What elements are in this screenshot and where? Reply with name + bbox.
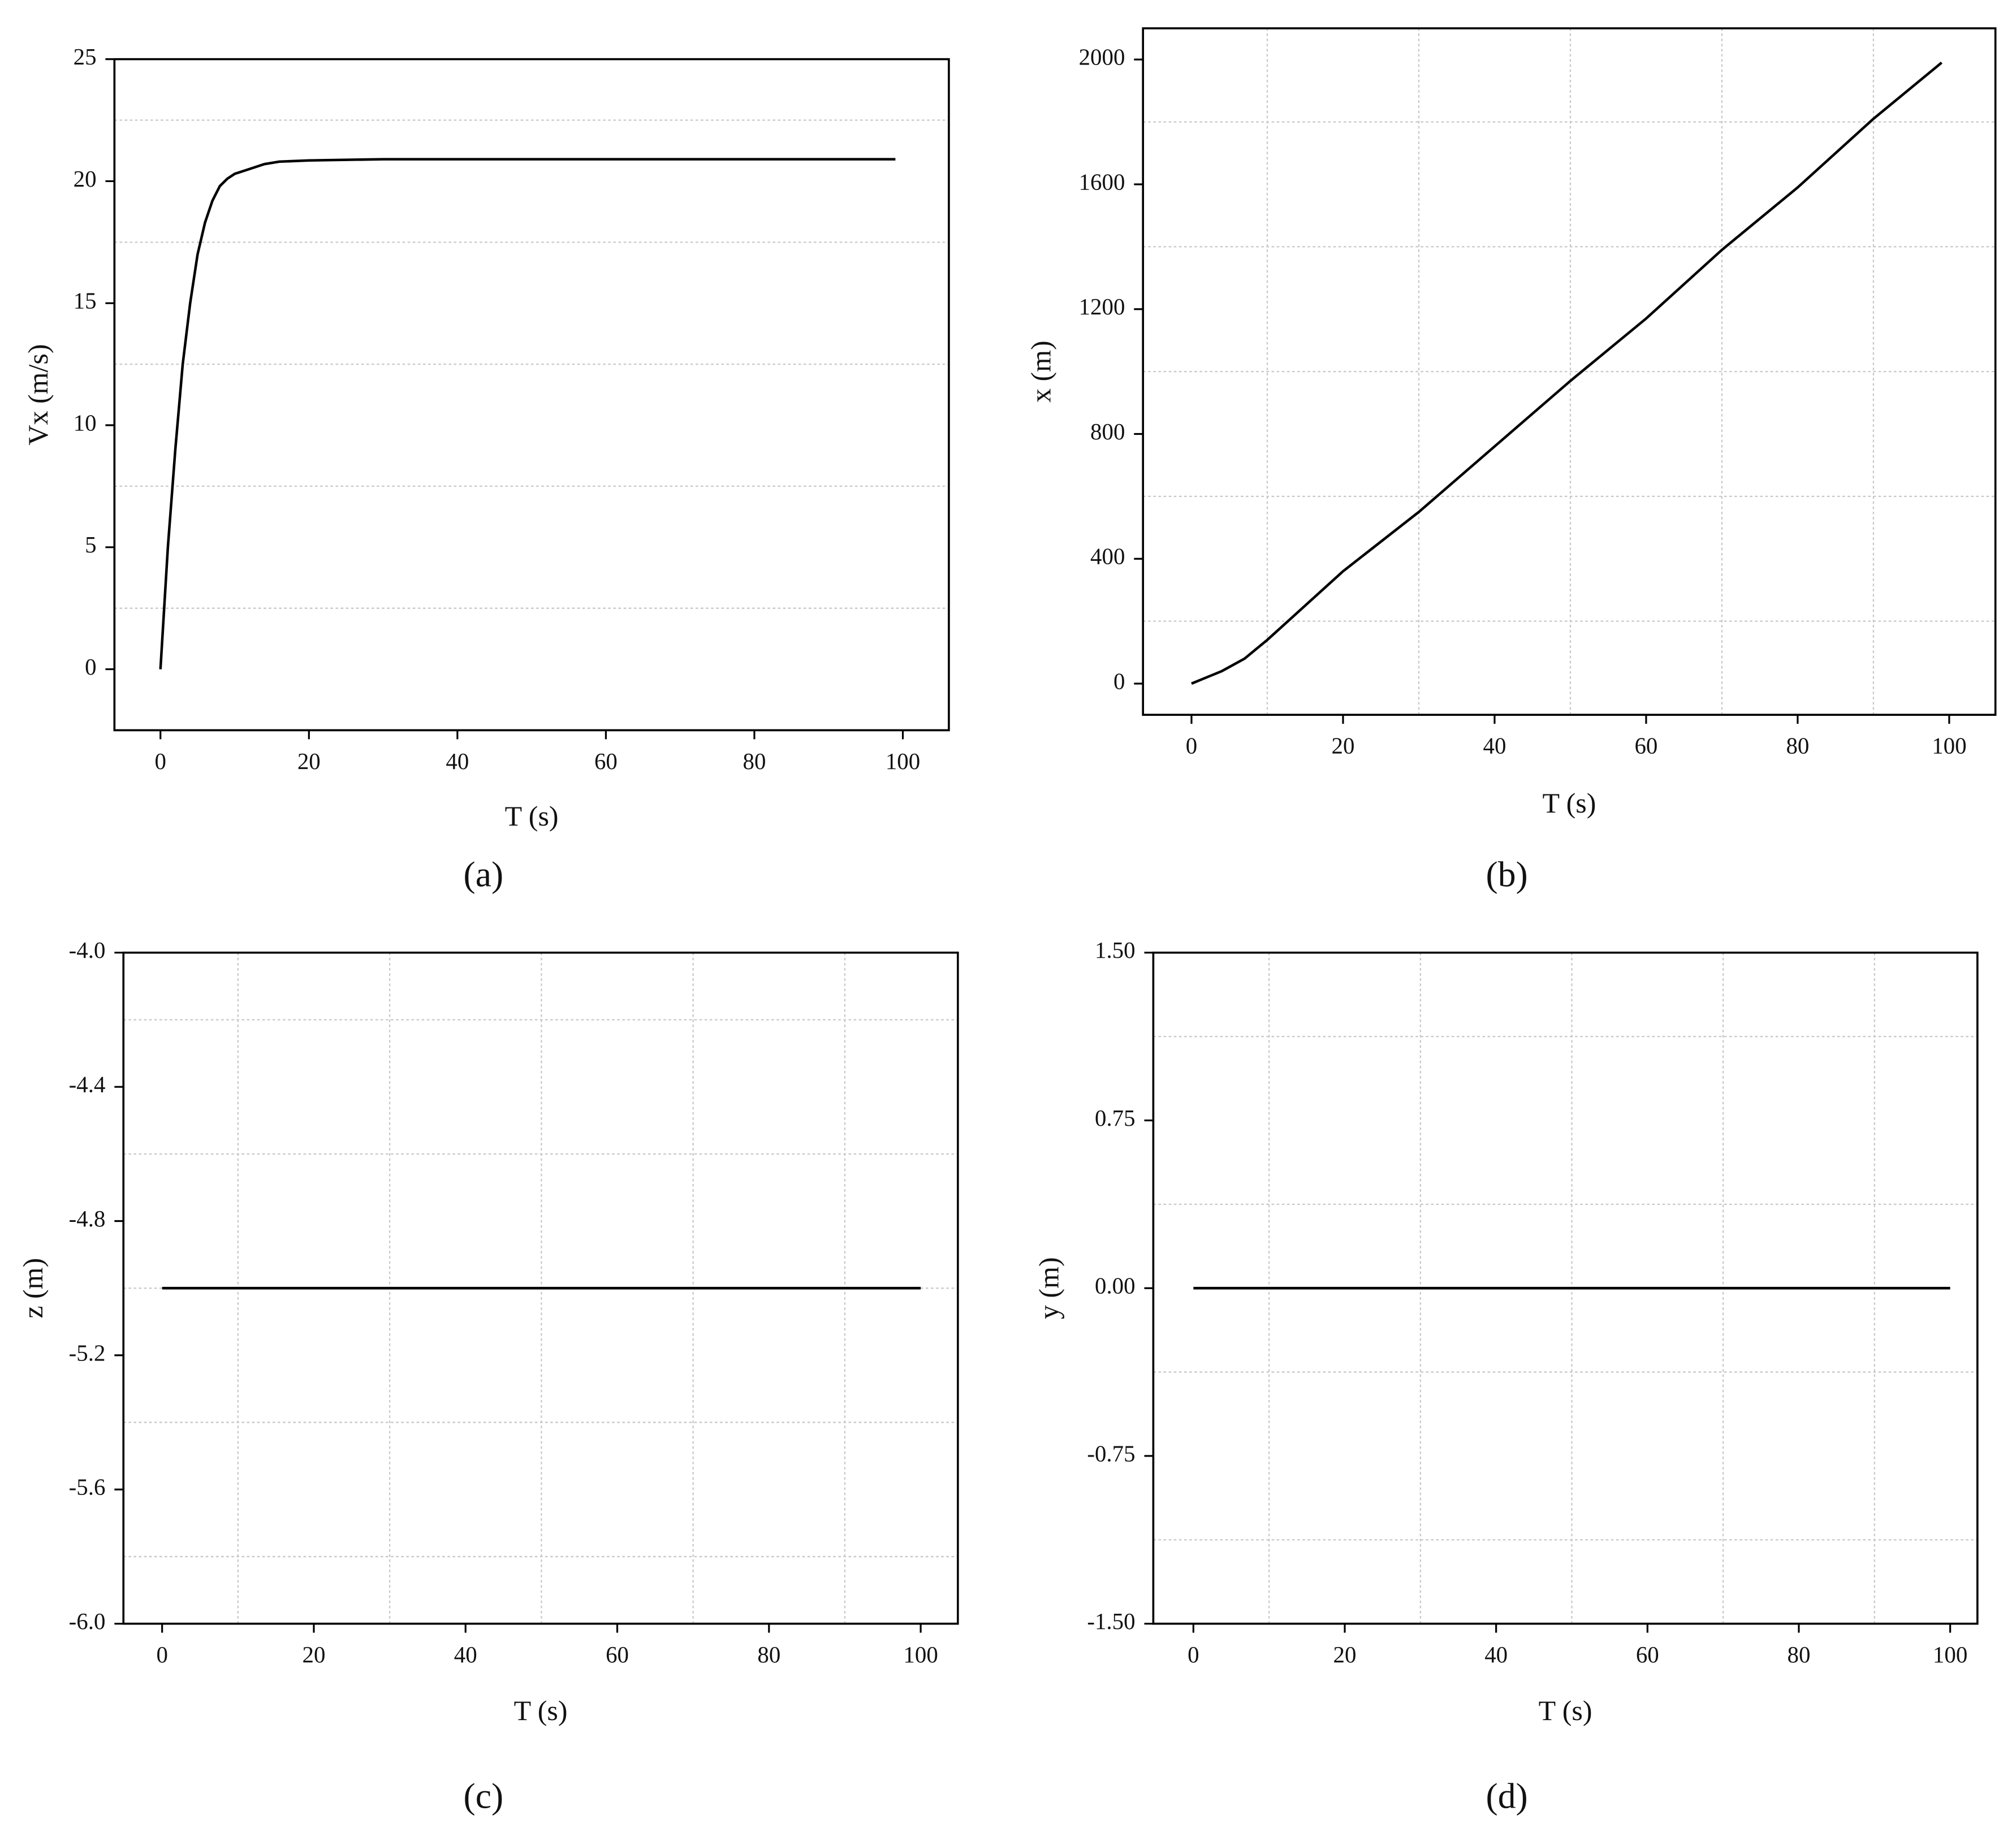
panel: 0 20 40 60 80 100 1.50 0.75 0.00 -0.75 -1.50 T (s) y…	[1033, 937, 1979, 1816]
y-tick-label: 400	[1090, 544, 1125, 569]
y-tick-label: 1.50	[1095, 937, 1136, 963]
y-tick-label: 800	[1090, 419, 1125, 444]
x-tick-label: 80	[1788, 1642, 1811, 1667]
x-tick-label: 40	[1484, 1642, 1508, 1667]
y-tick-label: -1.50	[1087, 1609, 1135, 1634]
panel: 0 20 40 60 80 100 0 5 10 15 20 25 T (s) Vx (m/s) (a)	[22, 44, 950, 895]
x-tick-label: 40	[1483, 733, 1506, 759]
x-tick-label: 60	[606, 1642, 629, 1667]
x-axis-label: T (s)	[1542, 787, 1596, 819]
x-tick-label: 20	[303, 1642, 326, 1667]
x-axis-label: T (s)	[505, 800, 559, 832]
x-tick-label: 100	[1932, 733, 1966, 759]
y-tick-label: 25	[74, 44, 97, 70]
x-tick-label: 60	[1634, 733, 1657, 759]
y-tick-label: 0.00	[1095, 1273, 1136, 1299]
y-tick-label: 0	[1113, 668, 1125, 694]
x-tick-label: 100	[886, 749, 920, 774]
x-axis-label: T (s)	[1539, 1695, 1592, 1726]
panel: 0 20 40 60 80 100 -4.0 -4.4 -4.8 -5.2 -5.6 -6.0 T (s…	[17, 937, 959, 1816]
panel-caption: (c)	[464, 1776, 504, 1816]
x-tick-label: 20	[297, 749, 321, 774]
x-tick-label: 80	[757, 1642, 780, 1667]
y-axis-label: x (m)	[1025, 340, 1057, 403]
y-tick-label: 0.75	[1095, 1105, 1136, 1131]
x-tick-label: 0	[156, 1642, 167, 1667]
x-tick-label: 40	[446, 749, 469, 774]
data-line	[1191, 62, 1942, 685]
panel-caption: (b)	[1486, 854, 1528, 895]
y-tick-label: 0	[85, 654, 96, 680]
y-tick-label: 1200	[1079, 294, 1125, 319]
y-tick-label: -6.0	[69, 1609, 106, 1634]
x-tick-label: 0	[155, 749, 166, 774]
x-tick-label: 0	[1188, 1642, 1199, 1667]
y-tick-label: 5	[85, 532, 96, 558]
y-tick-label: -4.0	[69, 937, 106, 963]
y-tick-label: -5.6	[69, 1475, 106, 1500]
y-axis-label: z (m)	[17, 1258, 49, 1319]
y-tick-label: -4.4	[69, 1072, 106, 1098]
y-axis-label: Vx (m/s)	[22, 344, 54, 445]
plot-frame	[122, 951, 959, 1625]
x-tick-label: 100	[1933, 1642, 1967, 1667]
data-line	[159, 158, 896, 669]
panel: 0 20 40 60 80 100 0 400 800 1200 1600 2000 T (s) x (m…	[1025, 27, 1997, 895]
panel-caption: (a)	[464, 854, 504, 895]
plot-frame	[113, 58, 950, 732]
y-tick-label: -4.8	[69, 1206, 106, 1232]
plot-frame	[1142, 27, 1997, 716]
y-tick-label: 10	[74, 410, 97, 435]
x-tick-label: 60	[594, 749, 618, 774]
y-axis-label: y (m)	[1033, 1257, 1064, 1319]
x-tick-label: 80	[1786, 733, 1809, 759]
x-axis-label: T (s)	[514, 1695, 568, 1726]
y-tick-label: 1600	[1079, 169, 1125, 195]
x-tick-label: 100	[903, 1642, 938, 1667]
x-tick-label: 80	[743, 749, 766, 774]
y-tick-label: 2000	[1079, 45, 1125, 70]
y-tick-label: -0.75	[1087, 1441, 1135, 1466]
y-tick-label: 15	[74, 288, 97, 314]
panel-caption: (d)	[1486, 1776, 1528, 1816]
x-tick-label: 60	[1636, 1642, 1659, 1667]
x-tick-label: 20	[1333, 1642, 1357, 1667]
x-tick-label: 40	[454, 1642, 477, 1667]
y-tick-label: 20	[74, 166, 97, 192]
x-tick-label: 0	[1186, 733, 1197, 759]
x-tick-label: 20	[1332, 733, 1355, 759]
y-tick-label: -5.2	[69, 1340, 106, 1366]
